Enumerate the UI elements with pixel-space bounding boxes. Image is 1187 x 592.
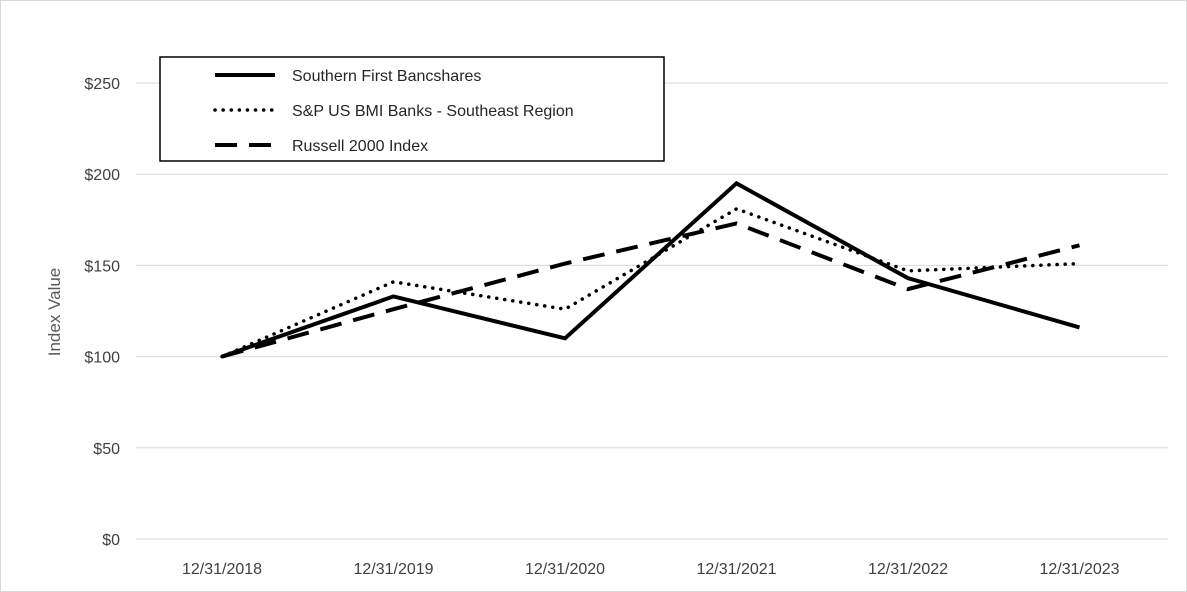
series-line xyxy=(220,206,1082,359)
x-tick-label: 12/31/2019 xyxy=(353,561,433,578)
legend: Southern First Bancshares S&P US BMI Bank… xyxy=(159,56,665,162)
series-line xyxy=(221,180,1081,359)
legend-label: Southern First Bancshares xyxy=(292,68,481,85)
legend-label: Russell 2000 Index xyxy=(292,138,428,155)
y-tick-label: $200 xyxy=(84,167,120,184)
y-tick-label: $0 xyxy=(102,532,120,549)
y-axis-tick-labels: $0 $50 $100 $150 $200 $250 xyxy=(84,76,120,549)
series-line xyxy=(221,221,1080,359)
x-tick-label: 12/31/2020 xyxy=(525,561,605,578)
y-tick-label: $250 xyxy=(84,76,120,93)
y-tick-label: $150 xyxy=(84,258,120,275)
x-tick-label: 12/31/2023 xyxy=(1039,561,1119,578)
y-axis-title: Index Value xyxy=(45,268,64,357)
x-tick-label: 12/31/2021 xyxy=(696,561,776,578)
x-tick-label: 12/31/2022 xyxy=(868,561,948,578)
x-tick-label: 12/31/2018 xyxy=(182,561,262,578)
y-tick-label: $100 xyxy=(84,350,120,367)
series-lines xyxy=(220,180,1082,359)
legend-label: S&P US BMI Banks - Southeast Region xyxy=(292,103,574,120)
y-tick-label: $50 xyxy=(93,441,120,458)
x-axis-tick-labels: 12/31/2018 12/31/2019 12/31/2020 12/31/2021… xyxy=(182,561,1120,578)
